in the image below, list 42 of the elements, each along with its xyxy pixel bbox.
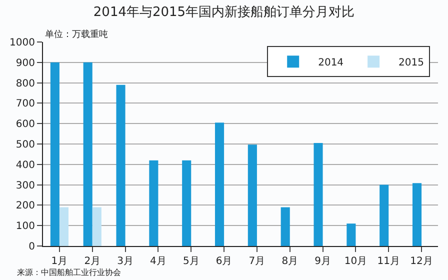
bar <box>116 84 126 246</box>
y-tick-label: 200 <box>16 200 35 212</box>
bar <box>50 62 60 246</box>
y-tick-label: 900 <box>16 58 35 69</box>
chart-title: 2014年与2015年国内新接船舶订单分月对比 <box>93 5 355 20</box>
x-tick-label: 6月 <box>216 256 232 267</box>
y-tick-label: 700 <box>16 98 35 110</box>
x-tick-label: 4月 <box>150 256 166 267</box>
x-tick-label: 10月 <box>344 256 368 267</box>
y-tick-label: 800 <box>16 78 35 90</box>
x-tick-label: 1月 <box>51 256 68 267</box>
x-tick-label: 12月 <box>410 256 433 267</box>
x-tick-label: 9月 <box>314 256 331 267</box>
legend-label: 2014 <box>318 57 344 68</box>
bar <box>149 160 158 246</box>
x-tick-label: 11月 <box>377 256 400 267</box>
y-tick-label: 500 <box>16 140 35 150</box>
bar <box>92 207 102 246</box>
bar <box>380 184 389 246</box>
y-tick-label: 100 <box>16 221 35 232</box>
legend-label: 2015 <box>398 57 424 68</box>
source-note: 来源：中国船舶工业行业协会 <box>17 268 121 277</box>
x-tick-label: 2月 <box>84 256 101 267</box>
bar <box>59 207 69 246</box>
bar <box>214 122 224 246</box>
x-tick-label: 7月 <box>248 256 266 267</box>
y-axis-title: 单位：万载重吨 <box>45 29 108 40</box>
x-tick-label: 8月 <box>282 256 298 267</box>
y-tick-label: 0 <box>28 242 35 252</box>
bar <box>83 62 92 246</box>
bar <box>248 144 257 246</box>
bar <box>314 142 323 246</box>
bar <box>412 183 422 246</box>
y-tick-label: 400 <box>16 160 35 171</box>
y-tick-label: 300 <box>16 180 35 192</box>
bar <box>182 160 192 246</box>
x-tick-label: 3月 <box>117 256 134 267</box>
bar <box>346 224 356 246</box>
x-tick-label: 5月 <box>182 256 200 267</box>
y-tick-label: 1000 <box>10 38 35 48</box>
bar <box>280 207 290 246</box>
y-tick-label: 600 <box>16 119 35 130</box>
